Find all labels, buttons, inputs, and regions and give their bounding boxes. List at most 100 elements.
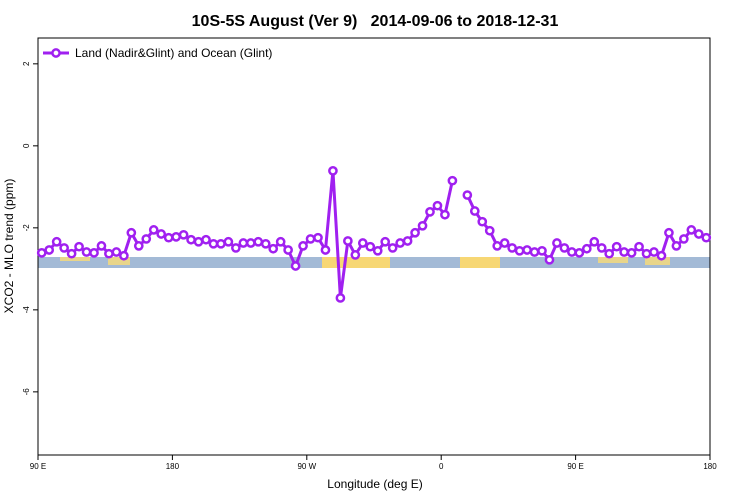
data-point xyxy=(238,238,249,248)
land-patch xyxy=(60,257,90,261)
chart-title: 10S-5S August (Ver 9) 2014-09-06 to 2018… xyxy=(192,13,559,30)
land-patch xyxy=(322,257,390,268)
data-point xyxy=(36,248,47,258)
data-point xyxy=(201,234,211,245)
data-point xyxy=(51,236,62,247)
data-point xyxy=(178,229,189,240)
data-point xyxy=(119,250,129,261)
data-point xyxy=(604,248,615,259)
data-point xyxy=(507,243,517,253)
data-point xyxy=(245,238,256,248)
data-point xyxy=(156,229,167,239)
data-point xyxy=(634,241,644,252)
y-tick-label: 0 xyxy=(22,143,31,148)
data-point xyxy=(223,236,234,247)
data-point xyxy=(126,227,137,238)
data-point xyxy=(208,238,219,249)
data-point xyxy=(268,243,279,254)
data-point xyxy=(193,236,204,247)
data-point xyxy=(350,250,361,260)
data-point xyxy=(619,247,629,257)
data-point xyxy=(664,227,674,238)
y-tick-label: -2 xyxy=(22,224,31,232)
data-point xyxy=(387,243,398,253)
x-tick-label: 180 xyxy=(703,462,717,471)
data-point xyxy=(649,247,659,257)
data-point xyxy=(133,241,144,251)
data-point xyxy=(104,248,114,259)
data-point xyxy=(96,241,107,251)
data-point xyxy=(574,248,585,258)
data-point xyxy=(283,245,293,255)
land-patch xyxy=(598,257,628,263)
data-point xyxy=(432,200,443,211)
data-point xyxy=(148,225,159,235)
x-tick-label: 90 E xyxy=(30,462,46,471)
data-point xyxy=(656,250,667,261)
legend-marker xyxy=(51,48,61,58)
y-tick-label: 2 xyxy=(22,61,31,66)
data-point xyxy=(66,248,77,259)
data-point xyxy=(372,245,383,256)
land-patch xyxy=(460,257,500,268)
data-point xyxy=(59,243,69,253)
data-point xyxy=(313,232,323,243)
data-point xyxy=(231,243,241,253)
x-tick-label: 180 xyxy=(166,462,180,471)
x-tick-label: 90 E xyxy=(567,462,583,471)
data-point xyxy=(410,227,420,238)
data-point xyxy=(298,241,308,251)
data-point xyxy=(701,232,712,243)
data-point xyxy=(544,254,555,265)
data-point xyxy=(425,207,435,217)
data-point xyxy=(552,238,562,248)
data-point xyxy=(328,165,338,176)
data-point xyxy=(81,247,92,257)
data-point xyxy=(74,241,84,252)
data-point xyxy=(596,243,607,253)
legend-label: Land (Nadir&Glint) and Ocean (Glint) xyxy=(75,46,272,60)
data-point xyxy=(529,247,540,257)
data-point xyxy=(111,247,122,257)
data-point xyxy=(522,245,532,255)
data-point xyxy=(335,293,346,303)
data-point xyxy=(626,248,637,258)
data-point xyxy=(447,175,458,186)
data-point xyxy=(305,234,316,244)
data-point xyxy=(365,241,376,252)
data-point xyxy=(469,206,480,216)
data-point xyxy=(567,247,577,257)
data-point xyxy=(686,225,697,235)
series-line xyxy=(41,170,707,299)
data-point xyxy=(492,241,503,251)
data-point xyxy=(499,238,510,248)
data-point xyxy=(343,236,353,246)
data-point xyxy=(216,238,226,249)
data-point xyxy=(290,261,301,271)
data-point xyxy=(537,245,547,256)
data-point xyxy=(44,245,55,255)
data-point xyxy=(440,209,450,220)
data-point xyxy=(395,238,405,248)
data-point xyxy=(477,216,488,227)
data-point xyxy=(693,229,704,239)
data-point xyxy=(320,245,331,255)
data-point xyxy=(171,232,181,242)
data-point xyxy=(559,243,570,253)
data-point xyxy=(260,238,271,249)
data-point xyxy=(484,225,495,236)
plot-frame xyxy=(37,37,711,456)
data-point xyxy=(253,236,264,247)
data-point xyxy=(671,241,682,251)
data-point xyxy=(89,248,99,258)
x-tick-label: 90 W xyxy=(297,462,316,471)
data-point xyxy=(402,236,413,246)
data-point xyxy=(581,243,592,254)
data-point xyxy=(186,234,196,245)
data-point xyxy=(357,238,368,248)
data-point xyxy=(679,234,689,244)
data-point xyxy=(275,236,286,247)
data-point xyxy=(611,241,622,252)
data-point xyxy=(141,234,152,244)
